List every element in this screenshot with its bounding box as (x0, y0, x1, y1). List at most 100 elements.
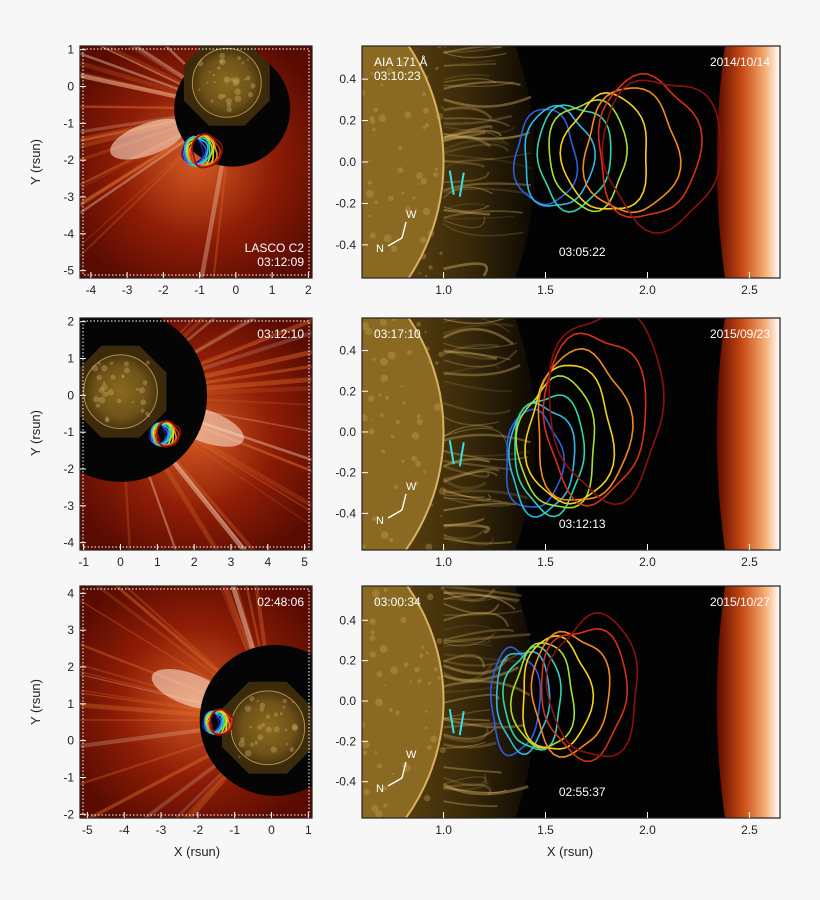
limb-texture (423, 470, 427, 474)
coronal-loop (443, 433, 531, 444)
limb-texture (363, 789, 370, 796)
limb-texture (368, 214, 372, 218)
limb-texture (391, 245, 398, 253)
limb-texture (430, 503, 434, 507)
lasco-image (80, 318, 312, 550)
disk-texture (226, 102, 232, 108)
coronal-loop (443, 465, 490, 478)
sun-disk (191, 47, 262, 118)
limb-texture (381, 449, 386, 454)
y-tick-label: 2 (67, 660, 74, 674)
y-tick-label: 1 (67, 43, 74, 57)
limb-texture (417, 678, 422, 684)
limb-texture (398, 146, 403, 151)
limb-texture (424, 331, 427, 334)
limb-texture (375, 698, 383, 707)
cme-contour-8 (601, 79, 722, 234)
aia-label: 03:00:34 (374, 595, 421, 609)
limb-texture (433, 667, 439, 672)
x-tick-label: -2 (193, 823, 204, 837)
disk-texture (237, 56, 241, 61)
y-tick-label: 0.2 (339, 114, 356, 128)
solar-limb (362, 318, 445, 550)
x-tick-label: 2.0 (639, 555, 656, 569)
lasco-image (80, 586, 312, 818)
limb-texture (379, 318, 387, 326)
disk-texture (121, 375, 125, 379)
panel-frame (79, 585, 313, 819)
cme-contour-2 (495, 650, 551, 756)
coronal-loop (443, 318, 511, 333)
x-tick-label: -4 (119, 823, 130, 837)
lasco-edge (716, 318, 780, 550)
coronal-loop (443, 402, 511, 415)
limb-texture (426, 593, 434, 601)
lasco-time-label: 03:12:10 (257, 327, 304, 341)
limb-texture (411, 455, 418, 462)
limb-texture (373, 107, 379, 113)
disk-texture (234, 95, 242, 102)
limb-texture (438, 351, 444, 357)
limb-texture (400, 60, 403, 63)
coronal-loop (443, 152, 531, 162)
limb-texture (440, 515, 443, 518)
x-tick-label: 1 (154, 555, 161, 569)
cme-contour-3 (514, 394, 586, 518)
orientation-compass (387, 761, 407, 787)
limb-texture (382, 785, 388, 791)
disk-texture (219, 59, 224, 64)
x-tick-label: -1 (194, 283, 205, 297)
limb-texture (387, 351, 396, 360)
y-tick-label: 0.2 (339, 384, 356, 398)
disk-texture (270, 746, 278, 753)
y-tick-label: -4 (63, 227, 74, 241)
disk-texture (107, 389, 114, 396)
limb-texture (423, 107, 430, 114)
x-tick-label: 4 (264, 555, 271, 569)
y-tick-label: 0 (67, 734, 74, 748)
limb-texture (380, 357, 388, 366)
cme-contour-4 (185, 136, 211, 168)
disk-texture (291, 725, 298, 732)
cme-contour-6 (537, 347, 634, 501)
coronal-loop (443, 776, 487, 785)
x-tick-label: -2 (158, 283, 169, 297)
limb-texture (388, 707, 393, 713)
coronal-loop (443, 62, 497, 67)
y-tick-label: 0.2 (339, 654, 356, 668)
aia-image: WN (362, 318, 780, 550)
disk-texture (265, 714, 271, 719)
disk-texture (232, 79, 240, 87)
x-tick-label: 1.5 (537, 823, 554, 837)
limb-texture (428, 265, 433, 270)
y-tick-label: -5 (63, 264, 74, 278)
limb-texture (416, 414, 421, 419)
x-tick-label: -4 (86, 283, 97, 297)
coronal-loop (443, 46, 502, 54)
limb-texture (369, 115, 375, 121)
disk-texture (241, 61, 245, 65)
limb-texture (438, 487, 447, 495)
limb-texture (391, 772, 395, 776)
limb-texture (419, 236, 427, 244)
limb-texture (424, 794, 431, 802)
limb-texture (371, 804, 379, 813)
disk-texture (213, 81, 216, 84)
y-tick-label: -0.2 (335, 196, 356, 210)
limb-texture (397, 605, 401, 609)
coronal-loop (443, 591, 520, 602)
limb-texture (421, 92, 427, 97)
limb-texture (383, 684, 386, 687)
event-date: 2014/10/14 (710, 55, 770, 69)
disk-texture (102, 391, 108, 397)
x-tick-label: 1.5 (537, 283, 554, 297)
limb-texture (389, 538, 394, 543)
coronal-loop (443, 488, 491, 501)
limb-texture (369, 232, 376, 239)
orientation-compass (387, 221, 407, 247)
cyan-arrows (448, 709, 465, 736)
limb-texture (435, 112, 444, 121)
coronal-loop (443, 524, 491, 534)
limb-texture (362, 740, 370, 749)
limb-texture (388, 195, 394, 202)
